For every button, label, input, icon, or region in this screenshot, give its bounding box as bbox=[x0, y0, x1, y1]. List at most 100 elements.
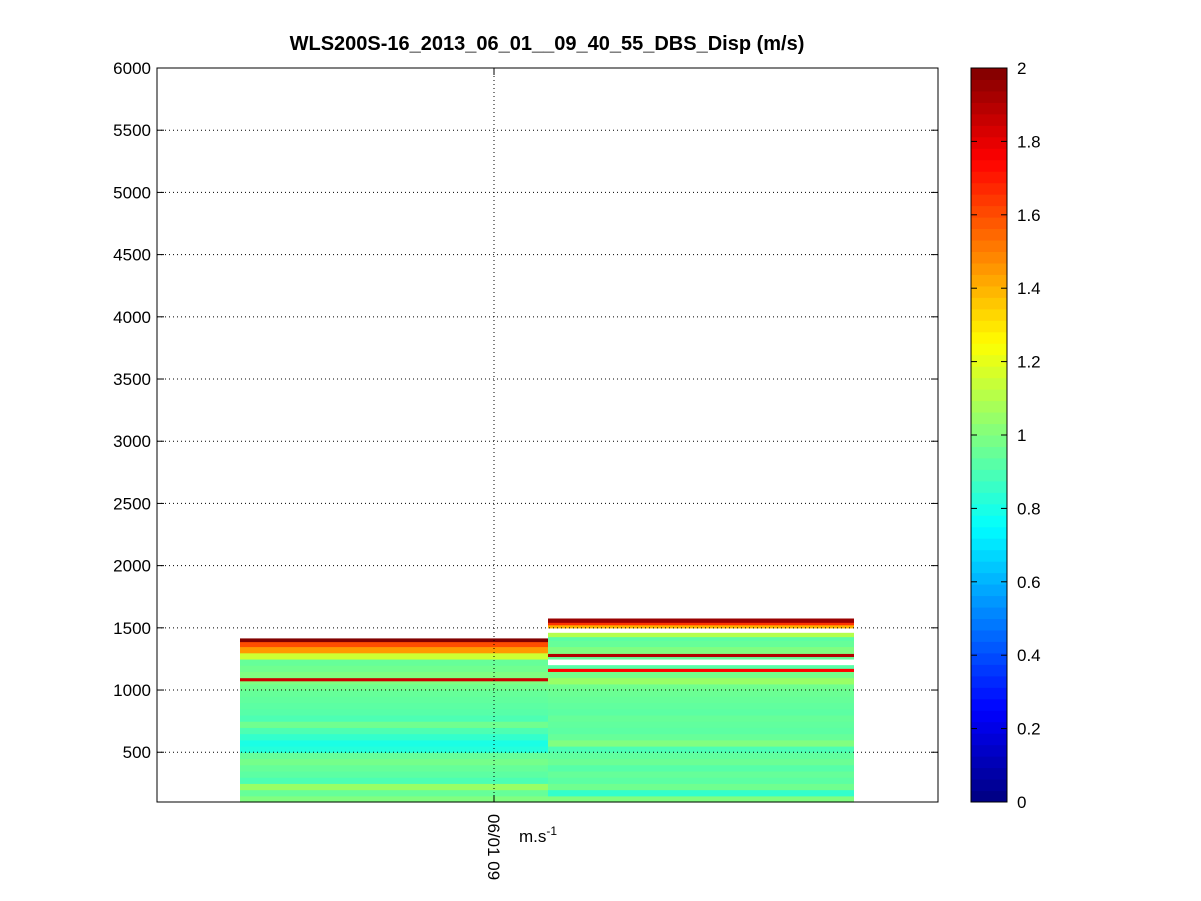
colorbar-tick-label: 0.8 bbox=[1017, 499, 1041, 518]
heatmap-cell bbox=[548, 632, 854, 638]
colorbar-segment bbox=[971, 205, 1007, 218]
heatmap-cell bbox=[548, 746, 854, 753]
colorbar-segment bbox=[971, 377, 1007, 390]
colorbar-segment bbox=[971, 274, 1007, 287]
colorbar-segment bbox=[971, 217, 1007, 230]
colorbar-segment bbox=[971, 297, 1007, 310]
colorbar-segment bbox=[971, 538, 1007, 551]
heatmap-cell bbox=[548, 656, 854, 660]
heatmap-cell bbox=[548, 733, 854, 741]
heatmap-cell bbox=[240, 671, 548, 679]
colorbar-tick-label: 1.8 bbox=[1017, 132, 1041, 151]
colorbar-segment bbox=[971, 515, 1007, 528]
colorbar-segment bbox=[971, 423, 1007, 436]
heatmap-cell bbox=[548, 624, 854, 629]
heatmap-cell bbox=[548, 683, 854, 691]
colorbar-segment bbox=[971, 182, 1007, 195]
y-tick-label: 500 bbox=[123, 743, 151, 762]
colorbar-segment bbox=[971, 285, 1007, 298]
colorbar-segment bbox=[971, 113, 1007, 126]
colorbar-segment bbox=[971, 331, 1007, 344]
heatmap-cell bbox=[548, 789, 854, 797]
colorbar-segment bbox=[971, 457, 1007, 470]
heatmap-cell bbox=[548, 646, 854, 654]
heatmap-cell bbox=[548, 636, 854, 641]
colorbar-segment bbox=[971, 446, 1007, 459]
heatmap-cells bbox=[240, 618, 854, 803]
heatmap-cell bbox=[548, 764, 854, 772]
plot-area: 500 1000 1500 2000 2500 3000 3500 4000 4500 5000 5… bbox=[113, 59, 939, 880]
heatmap-cell bbox=[548, 721, 854, 728]
heatmap-cell bbox=[240, 702, 548, 710]
heatmap-cell bbox=[240, 770, 548, 778]
heatmap-cell bbox=[240, 789, 548, 797]
y-tick-label: 3500 bbox=[113, 370, 151, 389]
colorbar-segment bbox=[971, 595, 1007, 608]
heatmap-cell bbox=[548, 668, 854, 672]
colorbar-segment bbox=[971, 412, 1007, 425]
colorbar-segment bbox=[971, 136, 1007, 149]
heatmap-cell bbox=[548, 622, 854, 626]
heatmap-cell bbox=[548, 708, 854, 716]
colorbar-segment bbox=[971, 125, 1007, 138]
colorbar: 0 0.2 0.4 0.6 0.8 1 1.2 1.4 1.6 1.8 2 bbox=[970, 59, 1041, 812]
colorbar-segment bbox=[971, 251, 1007, 264]
colorbar-segment bbox=[971, 159, 1007, 172]
heatmap-cell bbox=[240, 677, 548, 682]
colorbar-segment bbox=[971, 171, 1007, 184]
heatmap-cell bbox=[240, 739, 548, 747]
colorbar-segment bbox=[971, 90, 1007, 103]
heatmap-cell bbox=[548, 739, 854, 747]
heatmap-cell bbox=[548, 696, 854, 704]
heatmap-cell bbox=[548, 690, 854, 697]
y-tick-label: 5000 bbox=[113, 183, 151, 202]
heatmap-cell bbox=[240, 646, 548, 654]
colorbar-segment bbox=[971, 400, 1007, 413]
colorbar-segment bbox=[971, 102, 1007, 115]
y-tick-label: 2000 bbox=[113, 557, 151, 576]
plot-frame bbox=[156, 67, 939, 803]
colorbar-segment bbox=[971, 526, 1007, 539]
heatmap-cell bbox=[548, 770, 854, 778]
heatmap-cell bbox=[240, 783, 548, 791]
x-axis-label: m.s-1 bbox=[519, 824, 557, 846]
x-axis-label-sup: -1 bbox=[546, 824, 557, 838]
colorbar-segment bbox=[971, 607, 1007, 619]
colorbar-tick-label: 0.6 bbox=[1017, 573, 1041, 592]
heatmap-cell bbox=[548, 727, 854, 735]
x-axis-label-main: m.s bbox=[519, 827, 546, 846]
colorbar-segment bbox=[971, 664, 1007, 677]
colorbar-segment bbox=[971, 721, 1007, 734]
heatmap-cell bbox=[240, 795, 548, 803]
heatmap-cell bbox=[548, 777, 854, 784]
heatmap-cell bbox=[548, 677, 854, 685]
x-tick-label: 06/01 09 bbox=[484, 814, 503, 880]
colorbar-segment bbox=[971, 389, 1007, 402]
colorbar-segment bbox=[971, 733, 1007, 746]
colorbar-segment bbox=[971, 687, 1007, 700]
colorbar-segment bbox=[971, 767, 1007, 780]
heatmap-cell bbox=[240, 652, 548, 660]
colorbar-tick-label: 0 bbox=[1017, 793, 1026, 812]
heatmap-cell bbox=[240, 746, 548, 753]
colorbar-segment bbox=[971, 779, 1007, 792]
colorbar-segment bbox=[971, 652, 1007, 665]
colorbar-segment bbox=[971, 435, 1007, 447]
heatmap-cell bbox=[240, 752, 548, 760]
colorbar-tick-label: 1.4 bbox=[1017, 279, 1041, 298]
colorbar-segment bbox=[971, 308, 1007, 321]
colorbar-tick-label: 0.4 bbox=[1017, 646, 1041, 665]
colorbar-segment bbox=[971, 228, 1007, 241]
colorbar-segment bbox=[971, 480, 1007, 493]
colorbar-segment bbox=[971, 240, 1007, 252]
heatmap-cell bbox=[548, 714, 854, 722]
colorbar-segment bbox=[971, 618, 1007, 631]
colorbar-tick-label: 1 bbox=[1017, 426, 1026, 445]
colorbar-segment bbox=[971, 675, 1007, 688]
colorbar-segment bbox=[971, 744, 1007, 757]
heatmap-cell bbox=[240, 638, 548, 643]
heatmap-cell bbox=[240, 733, 548, 741]
colorbar-tick-label: 0.2 bbox=[1017, 720, 1041, 739]
heatmap-cell bbox=[548, 671, 854, 679]
